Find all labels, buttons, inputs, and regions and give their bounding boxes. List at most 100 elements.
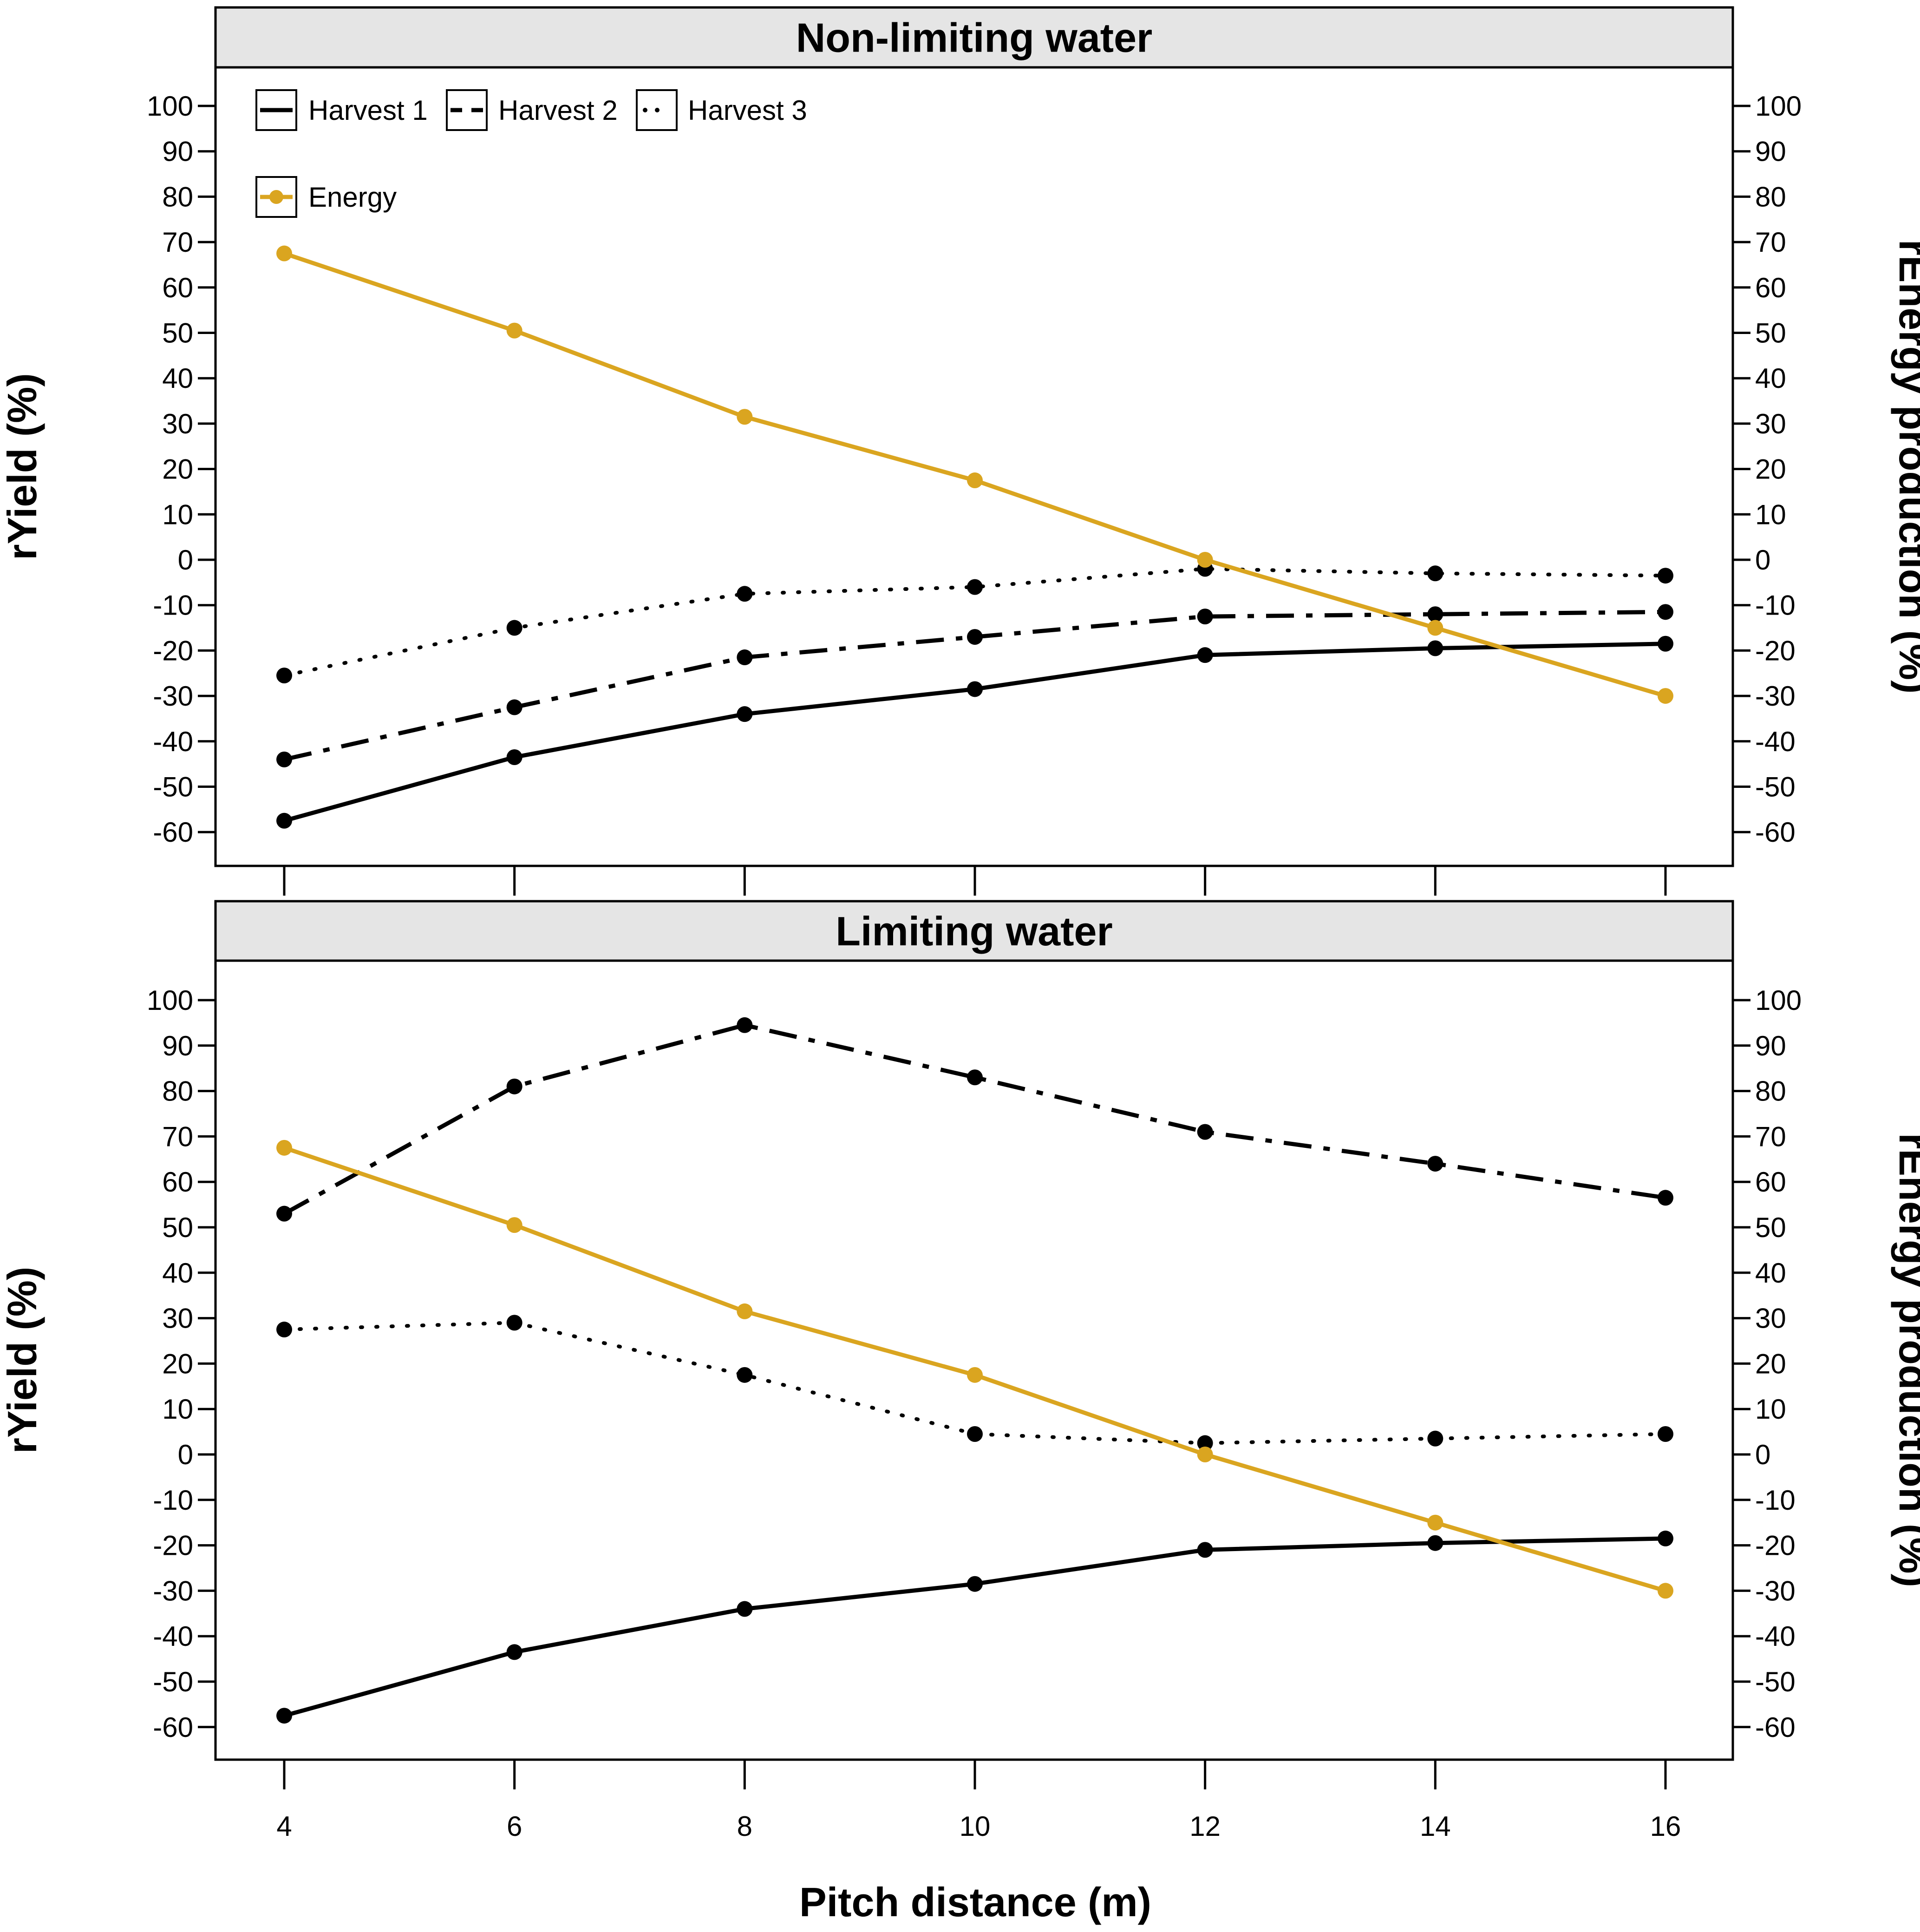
y-tick-label-right: 60 [1755,272,1786,303]
data-point-harvest-3 [737,586,753,602]
y-tick-label-right: 30 [1755,1303,1786,1334]
y-tick-label-right: -40 [1755,726,1796,757]
data-point-energy [1427,620,1443,636]
y-tick-label-left: 50 [162,1212,193,1243]
y-tick-label-left: -50 [153,772,193,803]
panel-strip [214,900,1734,962]
x-axis-title: Pitch distance (m) [799,1879,1151,1925]
y-tick-label-left: -10 [153,1485,193,1516]
data-point-harvest-3 [967,1426,983,1442]
data-point-energy [506,1217,522,1233]
data-point-harvest-1 [506,1644,522,1660]
series-line-harvest-1 [283,1536,1666,1718]
y-tick-label-left: 50 [162,318,193,349]
series-line-harvest-1 [283,642,1666,823]
data-point-energy [276,245,292,262]
y-axis-title-right: rEnergy production (%) [1891,240,1920,694]
data-point-harvest-3 [1658,568,1673,584]
y-tick-label-right: 80 [1755,1076,1786,1107]
legend-item-harvest1: Harvest 1 [255,89,428,131]
data-point-harvest-1 [1658,1530,1673,1546]
data-point-harvest-1 [1197,647,1213,663]
y-tick-label-left: -60 [153,817,193,848]
data-point-harvest-1 [276,812,292,829]
x-tick-label: 10 [960,1811,991,1842]
x-tick-labels: 4 6 8 10 12 14 16 [276,1811,1681,1842]
y-tick-label-right: -50 [1755,772,1796,803]
y-tick-label-left: -20 [153,1530,193,1561]
y-tick-label-left: -40 [153,1621,193,1652]
data-point-harvest-2 [506,699,522,715]
data-point-harvest-1 [1658,635,1673,652]
y-tick-label-left: 80 [162,181,193,212]
y-tick-label-left: -30 [153,1575,193,1606]
data-point-harvest-1 [276,1708,292,1724]
y-tick-label-right: 0 [1755,544,1770,576]
y-tick-label-right: -10 [1755,1485,1796,1516]
data-point-energy [737,409,753,425]
y-tick-label-right: 90 [1755,1030,1786,1061]
legend-label-harvest3: Harvest 3 [688,95,807,126]
y-tick-label-right: -60 [1755,817,1796,848]
legend-item-harvest3: Harvest 3 [636,89,807,131]
y-tick-label-left: 60 [162,1166,193,1198]
data-point-energy [737,1303,753,1319]
y-tick-label-right: -40 [1755,1621,1796,1652]
data-point-harvest-2 [276,751,292,767]
data-point-energy [276,1140,292,1156]
y-tick-label-right: 10 [1755,1394,1786,1425]
data-point-harvest-3 [506,1315,522,1331]
data-point-harvest-2 [1427,606,1443,622]
data-point-harvest-2 [1658,604,1673,620]
legend-label-harvest1: Harvest 1 [308,95,428,126]
data-point-harvest-2 [1197,1124,1213,1140]
y-tick-label-left: 20 [162,454,193,485]
data-point-energy [1197,1447,1213,1462]
data-point-harvest-2 [1427,1156,1443,1172]
y-tick-label-left: 80 [162,1076,193,1107]
data-point-energy [1427,1514,1443,1531]
y-tick-label-right: 0 [1755,1439,1770,1470]
data-point-energy [1658,688,1673,704]
y-tick-label-right: -60 [1755,1712,1796,1743]
x-tick-label: 4 [276,1811,292,1842]
y-tick-label-right: 100 [1755,91,1802,122]
data-point-energy [506,322,522,339]
y-tick-label-left: 10 [162,499,193,530]
data-point-harvest-2 [967,1069,983,1086]
y-tick-label-right: -30 [1755,1575,1796,1606]
y-tick-label-left: -50 [153,1666,193,1697]
x-tick-label: 14 [1420,1811,1451,1842]
y-tick-label-right: 40 [1755,1257,1786,1289]
series-line-harvest-2 [283,1023,1666,1216]
panel-strip [214,6,1734,69]
legend-label-harvest2: Harvest 2 [498,95,618,126]
y-tick-label-left: 40 [162,363,193,394]
y-tick-label-left: -60 [153,1712,193,1743]
y-tick-label-left: 40 [162,1257,193,1289]
y-tick-label-left: 10 [162,1394,193,1425]
legend-label-energy: Energy [308,182,397,213]
x-tick-label: 16 [1650,1811,1681,1842]
data-point-harvest-3 [737,1367,753,1383]
y-tick-label-right: 10 [1755,499,1786,530]
x-tick-label: 6 [507,1811,522,1842]
data-point-energy [967,472,983,489]
data-point-energy [967,1367,983,1383]
y-tick-label-right: 100 [1755,985,1802,1016]
data-point-harvest-1 [967,681,983,697]
y-tick-label-right: 80 [1755,181,1786,212]
data-point-harvest-1 [1197,1542,1213,1558]
y-tick-label-right: 40 [1755,363,1786,394]
y-tick-label-left: 30 [162,1303,193,1334]
y-tick-label-right: -20 [1755,635,1796,666]
data-point-energy [1197,552,1213,568]
y-tick-label-left: -30 [153,681,193,712]
y-axis-title-left: rYield (%) [0,373,45,560]
data-point-harvest-1 [1427,640,1443,656]
panel-title: Limiting water [836,908,1113,954]
data-point-harvest-2 [506,1078,522,1094]
y-tick-label-left: 90 [162,1030,193,1061]
